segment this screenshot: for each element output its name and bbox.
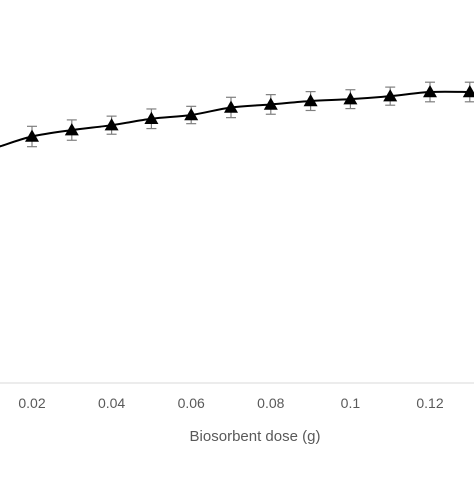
data-point-marker	[462, 85, 474, 98]
x-tick-label: 0.04	[98, 395, 125, 411]
x-tick-labels: 0.02 0.04 0.06 0.08 0.1 0.12	[18, 395, 443, 411]
error-bars	[27, 81, 474, 148]
data-markers	[25, 85, 474, 142]
x-tick-label: 0.08	[257, 395, 284, 411]
x-tick-label: 0.06	[178, 395, 205, 411]
data-point-marker	[423, 85, 437, 98]
x-tick-label: 0.12	[416, 395, 443, 411]
data-point-marker	[104, 118, 119, 131]
x-axis-title: Biosorbent dose (g)	[190, 428, 321, 445]
data-point-marker	[224, 100, 238, 113]
data-point-marker	[343, 92, 358, 105]
data-point-marker	[184, 108, 199, 121]
x-tick-label: 0.02	[18, 395, 45, 411]
x-tick-label: 0.1	[341, 395, 361, 411]
data-point-marker	[303, 94, 318, 107]
data-point-marker	[144, 111, 159, 125]
data-point-marker	[64, 123, 79, 136]
data-point-marker	[25, 129, 39, 142]
data-point-marker	[383, 89, 398, 102]
data-point-marker	[263, 97, 278, 110]
